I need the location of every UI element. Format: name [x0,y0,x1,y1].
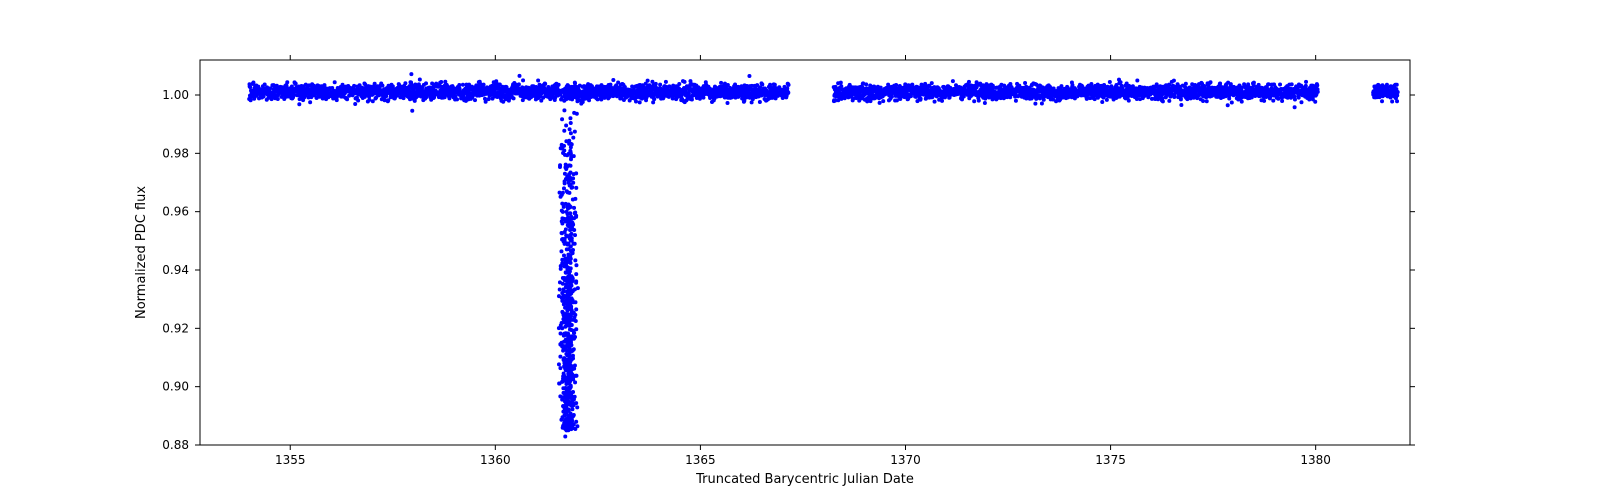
y-tick-label: 0.88 [162,438,189,452]
x-tick-label: 1380 [1300,453,1331,467]
y-axis-label: Normalized PDC flux [134,186,149,319]
x-tick-label: 1355 [275,453,306,467]
y-tick-label: 0.96 [162,205,189,219]
x-axis-label: Truncated Barycentric Julian Date [695,472,914,487]
y-tick-label: 1.00 [162,88,189,102]
x-tick-label: 1370 [890,453,921,467]
y-tick-label: 0.98 [162,146,189,160]
x-tick-label: 1365 [685,453,716,467]
lightcurve-chart: 1355 1360 1365 1370 1375 1380 0.88 0.90 0.92 0.94… [0,0,1600,500]
y-tick-label: 0.90 [162,380,189,394]
y-tick-label: 0.92 [162,321,189,335]
x-tick-label: 1360 [480,453,511,467]
chart-svg: 1355 1360 1365 1370 1375 1380 0.88 0.90 0.92 0.94… [0,0,1600,500]
x-tick-label: 1375 [1095,453,1126,467]
y-tick-label: 0.94 [162,263,189,277]
plot-area [200,60,1410,445]
